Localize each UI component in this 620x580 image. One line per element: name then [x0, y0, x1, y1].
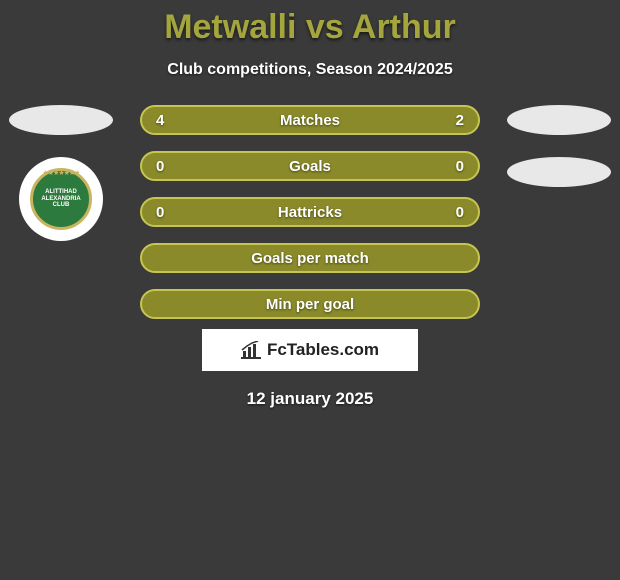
club-badge-left: ★★★★★★★ ALITTIHAD ALEXANDRIA CLUB: [19, 157, 103, 241]
stat-label: Min per goal: [266, 296, 354, 313]
stat-row-matches: 4 Matches 2: [140, 105, 480, 135]
stat-right-value: 2: [456, 112, 464, 129]
page-title: Metwalli vs Arthur: [0, 0, 620, 47]
source-logo-box: FcTables.com: [202, 329, 418, 371]
stat-left-value: 0: [156, 158, 164, 175]
club-badge-right-placeholder: [507, 157, 611, 187]
page-subtitle: Club competitions, Season 2024/2025: [0, 61, 620, 79]
stat-left-value: 4: [156, 112, 164, 129]
stat-row-hattricks: 0 Hattricks 0: [140, 197, 480, 227]
player-left-avatar-placeholder: [9, 105, 113, 135]
stat-label: Hattricks: [278, 204, 342, 221]
badge-text: ALITTIHAD ALEXANDRIA CLUB: [33, 189, 89, 209]
club-badge-inner: ★★★★★★★ ALITTIHAD ALEXANDRIA CLUB: [30, 168, 92, 230]
stat-label: Goals: [289, 158, 331, 175]
stat-row-goals: 0 Goals 0: [140, 151, 480, 181]
source-logo-text: FcTables.com: [267, 340, 379, 360]
stat-left-value: 0: [156, 204, 164, 221]
content-area: ★★★★★★★ ALITTIHAD ALEXANDRIA CLUB 4 Matc…: [0, 105, 620, 409]
date-text: 12 january 2025: [0, 389, 620, 409]
badge-club-sub: ALEXANDRIA CLUB: [41, 196, 80, 209]
player-right-avatar-placeholder: [507, 105, 611, 135]
left-column: ★★★★★★★ ALITTIHAD ALEXANDRIA CLUB: [6, 105, 116, 241]
stat-label: Goals per match: [251, 250, 369, 267]
badge-club-name: ALITTIHAD: [45, 189, 77, 195]
stat-row-goals-per-match: Goals per match: [140, 243, 480, 273]
stat-right-value: 0: [456, 204, 464, 221]
right-column: [504, 105, 614, 187]
stats-bars: 4 Matches 2 0 Goals 0 0 Hattricks 0 Goal…: [140, 105, 480, 319]
stat-right-value: 0: [456, 158, 464, 175]
bar-chart-icon: [241, 341, 263, 359]
stat-row-min-per-goal: Min per goal: [140, 289, 480, 319]
badge-stars: ★★★★★★★: [43, 169, 80, 177]
stat-label: Matches: [280, 112, 340, 129]
